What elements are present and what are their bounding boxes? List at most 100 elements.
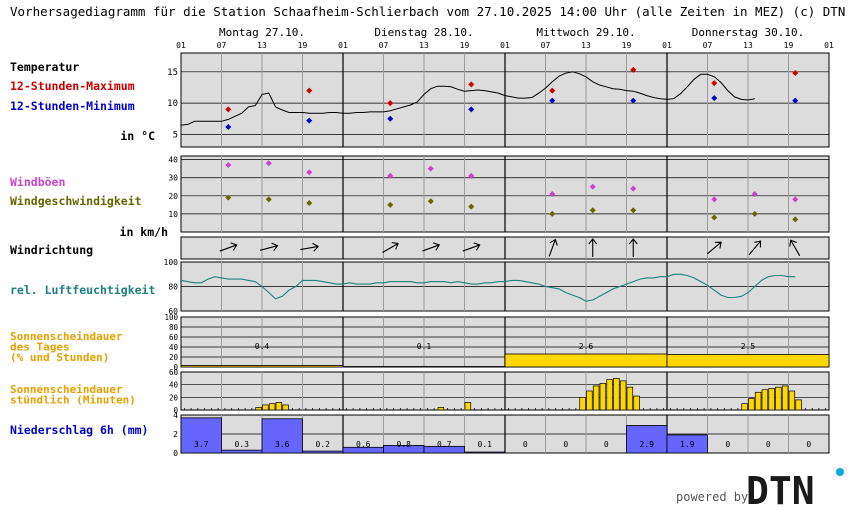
sunshine-hourly-bar (586, 390, 593, 411)
sunshine-daily-label-line: des Tages (10, 341, 70, 354)
wind-speed-point (225, 194, 232, 201)
panel-humidity: 60 80 100 (164, 258, 830, 316)
sunshine-hourly-bar (795, 399, 802, 411)
wind-speed-point (711, 214, 718, 221)
panel-wind: 10 20 30 40 (168, 155, 830, 233)
wind-arrow-head (588, 238, 598, 245)
day-header: Montag 27.10. Dienstag 28.10. Mittwoch 29.… (176, 26, 834, 50)
hour-tick-label: 07 (379, 41, 389, 50)
gust-point (630, 185, 637, 192)
y-tick-label: 20 (169, 353, 179, 362)
wind-speed-point (751, 210, 758, 217)
wind-arrow (548, 238, 558, 257)
wind-speed-point (630, 207, 637, 214)
wind-arrow-shaft (259, 245, 278, 251)
wind-arrow-head (230, 242, 238, 251)
hour-tick-label: 19 (460, 41, 470, 50)
precip-label: 0 (523, 440, 528, 449)
dtn-logo-dot (836, 468, 844, 476)
day-label: Mittwoch 29.10. (536, 26, 635, 39)
max-temp-point (711, 80, 718, 87)
hour-tick-label: 19 (298, 41, 308, 50)
max-temp-point (630, 66, 637, 73)
wind-speed-point (306, 200, 313, 207)
y-tick-label: 10 (168, 210, 178, 219)
gust-label: Windböen (10, 175, 65, 189)
hour-tick-label: 13 (743, 41, 753, 50)
max-temp-point (306, 87, 313, 94)
wind-arrow-shaft (748, 240, 761, 256)
sunshine-daily-label: 2.6 (579, 342, 594, 351)
sunshine-hourly-bar (754, 391, 762, 411)
sunshine-hourly-bar (619, 380, 627, 411)
precip-label: 0.6 (356, 440, 371, 449)
wind-arrow-shaft (219, 244, 237, 252)
wind-arrow (259, 242, 279, 252)
precip-label: 3.6 (275, 440, 290, 449)
precip-bar (626, 425, 668, 454)
y-tick-label: 100 (164, 258, 179, 267)
precip-label: 0.7 (437, 440, 452, 449)
wind-arrow-shaft (300, 245, 319, 251)
sunshine-hourly-bar (579, 396, 586, 411)
y-tick-label: 4 (173, 411, 178, 420)
precip-label: 0.1 (478, 440, 493, 449)
precip-label: 0 (725, 440, 730, 449)
precip-label: 2.9 (640, 440, 655, 449)
max-temp-point (468, 81, 475, 88)
wind-arrow-shaft (707, 241, 722, 255)
y-tick-label: 80 (168, 283, 178, 292)
max-temp-point (549, 87, 556, 94)
gust-point (468, 172, 475, 179)
precip-label-title: Niederschlag 6h (mm) (10, 423, 148, 437)
sunshine-daily-label-line: (% und Stunden) (10, 351, 109, 364)
min-temp-point (630, 97, 637, 104)
precip-bar (666, 434, 708, 454)
y-tick-label: 0 (173, 363, 178, 372)
sunshine-hourly-bar (268, 403, 276, 411)
wind-arrow (748, 240, 762, 256)
panel-temperature: 5 10 15 (167, 52, 830, 148)
hour-tick-label: 01 (338, 41, 348, 50)
y-tick-label: 40 (169, 381, 179, 390)
day-label: Montag 27.10. (219, 26, 305, 39)
y-tick-label: 20 (168, 192, 178, 201)
gust-point (387, 172, 394, 179)
wind-arrow-shaft (548, 239, 556, 257)
sunshine-hourly-bar (464, 402, 472, 411)
min-temp-point (549, 97, 556, 104)
wind-speed-point (792, 216, 799, 223)
wind-arrow-shaft (462, 244, 480, 252)
humidity-label: rel. Luftfeuchtigkeit (10, 283, 155, 297)
gust-point (306, 169, 313, 176)
y-tick-label: 0 (173, 406, 178, 415)
wind-speed-label: Windgeschwindigkeit (10, 194, 142, 208)
precip-label: 0 (766, 440, 771, 449)
sunshine-hourly-bar (741, 403, 748, 411)
hour-tick-label: 01 (662, 41, 672, 50)
wind-arrow (628, 238, 638, 257)
y-tick-label: 5 (173, 130, 178, 140)
sunshine-hourly-bar (262, 404, 269, 411)
wind-arrow-shaft (382, 243, 399, 253)
hour-tick-label: 01 (500, 41, 510, 50)
wind-arrow (588, 238, 598, 257)
min-temp-point (711, 95, 718, 102)
wind-arrow-head (473, 242, 481, 251)
sunshine-daily-label: 0.4 (255, 342, 270, 351)
powered-by-text: powered by (676, 490, 748, 504)
temperature-label: Temperatur (10, 60, 79, 74)
wind-arrow-head (628, 238, 638, 245)
wind-arrow-head (789, 239, 797, 247)
sunshine-hourly-bar (282, 404, 289, 411)
y-tick-label: 30 (168, 174, 178, 183)
panel-direction (180, 236, 830, 260)
gust-point (751, 191, 758, 197)
y-tick-label: 100 (164, 313, 178, 322)
wind-speed-point (265, 196, 272, 203)
hour-tick-label: 19 (622, 41, 632, 50)
precip-bar (261, 418, 303, 454)
sunshine-hourly-bar (761, 389, 769, 411)
precip-label: 0.8 (397, 440, 412, 449)
